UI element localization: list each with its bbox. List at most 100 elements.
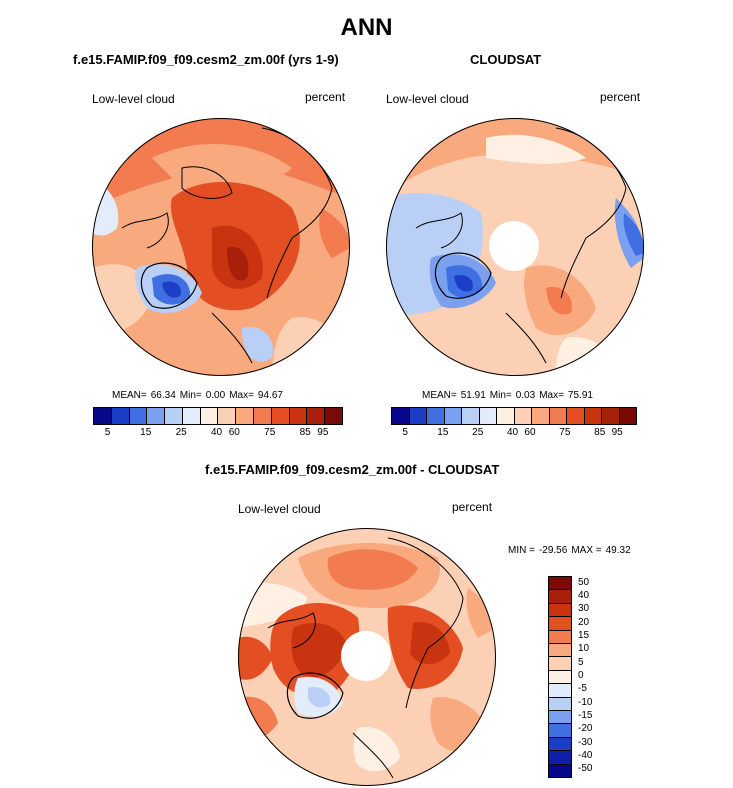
colorbar-swatch: [549, 630, 571, 645]
colorbar-swatch: [549, 711, 571, 725]
colorbar-swatch: [549, 670, 571, 685]
colorbar-tick-label: 85: [299, 427, 311, 438]
colorbar-tick-label: 5: [402, 427, 408, 438]
panel-obs-min: 0.03: [515, 390, 536, 401]
colorbar-swatch: [182, 408, 201, 424]
colorbar-swatch: [409, 408, 427, 424]
colorbar-tick-label: -5: [578, 683, 587, 695]
colorbar-swatch: [325, 408, 342, 424]
colorbar-swatch: [549, 577, 571, 591]
panel-model-field: [92, 118, 350, 376]
panel-model-mean: 66.34: [150, 390, 176, 401]
colorbar-tick-label: 25: [472, 427, 484, 438]
colorbar-swatch: [549, 657, 571, 671]
panel-model-max: 94.67: [257, 390, 283, 401]
colorbar-swatch: [444, 408, 462, 424]
panel-diff-max-label: MAX =: [571, 545, 602, 556]
panel-diff-map: [238, 528, 496, 786]
colorbar-tick-label: 95: [611, 427, 623, 438]
panel-obs-field: [386, 118, 644, 376]
colorbar-swatch: [307, 408, 326, 424]
colorbar-swatch: [497, 408, 515, 424]
colorbar-swatch: [254, 408, 272, 424]
colorbar-swatch: [549, 697, 571, 712]
colorbar-tick-label: 15: [578, 630, 590, 641]
colorbar-swatch: [549, 590, 571, 604]
colorbar-tick-label: -20: [578, 723, 593, 735]
colorbar-tick-label: 20: [578, 616, 590, 628]
colorbar-swatch: [200, 408, 219, 424]
colorbar-tick-label: 25: [175, 427, 187, 438]
colorbar-tick-label: 75: [559, 427, 571, 438]
panel-diff-colorbar: [548, 576, 572, 778]
colorbar-swatch: [532, 408, 550, 424]
colorbar-swatch: [462, 408, 480, 424]
colorbar-tick-label: 60: [524, 427, 536, 438]
colorbar-swatch: [549, 724, 571, 738]
colorbar-swatch: [549, 751, 571, 765]
colorbar-tick-label: 85: [594, 427, 606, 438]
colorbar-tick-label: 30: [578, 603, 590, 615]
colorbar-swatch: [94, 408, 112, 424]
colorbar-tick-label: 60: [228, 427, 240, 438]
colorbar-swatch: [392, 408, 410, 424]
colorbar-tick-label: 40: [211, 427, 223, 438]
colorbar-swatch: [271, 408, 290, 424]
panel-obs-max: 75.91: [567, 390, 593, 401]
figure-title: ANN: [340, 14, 393, 41]
panel-diff-units: percent: [452, 500, 493, 514]
colorbar-tick-label: 0: [578, 670, 584, 681]
colorbar-swatch: [549, 764, 571, 778]
colorbar-swatch: [218, 408, 237, 424]
colorbar-tick-label: -40: [578, 750, 593, 761]
panel-diff-min: -29.56: [538, 545, 568, 556]
colorbar-tick-label: 40: [578, 590, 590, 601]
colorbar-tick-label: -10: [578, 696, 593, 708]
colorbar-swatch: [549, 617, 571, 631]
colorbar-tick-label: 50: [578, 576, 590, 588]
panel-model-max-label: Max=: [229, 390, 254, 401]
colorbar-tick-label: -30: [578, 736, 593, 748]
panel-obs-stats: MEAN= 51.91 Min= 0.03 Max= 75.91: [422, 390, 593, 401]
colorbar-swatch: [549, 684, 571, 698]
colorbar-tick-label: -15: [578, 710, 593, 721]
panel-model-stats: MEAN= 66.34 Min= 0.00 Max= 94.67: [112, 390, 283, 401]
colorbar-tick-label: 95: [317, 427, 329, 438]
colorbar-swatch: [427, 408, 445, 424]
colorbar-swatch: [111, 408, 130, 424]
panel-obs-min-label: Min=: [489, 390, 512, 401]
panel-diff-min-label: MIN =: [508, 545, 535, 556]
colorbar-swatch: [567, 408, 585, 424]
colorbar-tick-label: 15: [437, 427, 449, 438]
colorbar-swatch: [165, 408, 183, 424]
panel-diff-left-label: Low-level cloud: [238, 502, 321, 516]
panel-obs-title: CLOUDSAT: [470, 52, 542, 67]
panel-model-colorbar: [93, 407, 343, 425]
panel-model-units: percent: [305, 90, 346, 104]
panel-model-map: [92, 118, 350, 376]
colorbar-swatch: [236, 408, 255, 424]
colorbar-swatch: [584, 408, 602, 424]
panel-obs-units: percent: [600, 90, 641, 104]
panel-model-mean-label: MEAN=: [112, 390, 147, 401]
colorbar-swatch: [129, 408, 148, 424]
panel-obs-mean: 51.91: [460, 390, 486, 401]
colorbar-swatch: [619, 408, 636, 424]
panel-obs-left-label: Low-level cloud: [386, 92, 469, 106]
panel-diff-title: f.e15.FAMIP.f09_f09.cesm2_zm.00f - CLOUD…: [205, 462, 500, 477]
colorbar-swatch: [147, 408, 166, 424]
colorbar-swatch: [549, 737, 571, 752]
panel-obs-colorbar: [391, 407, 637, 425]
colorbar-swatch: [514, 408, 532, 424]
panel-model-title: f.e15.FAMIP.f09_f09.cesm2_zm.00f (yrs 1-…: [73, 52, 339, 67]
colorbar-tick-label: 5: [104, 427, 111, 438]
colorbar-tick-label: 10: [578, 643, 590, 655]
colorbar-tick-label: 15: [140, 427, 152, 438]
colorbar-tick-label: -50: [578, 763, 593, 775]
colorbar-swatch: [289, 408, 308, 424]
colorbar-swatch: [549, 644, 571, 658]
panel-diff-minmax: MIN = -29.56 MAX = 49.32: [508, 545, 631, 556]
panel-model-min: 0.00: [205, 390, 226, 401]
panel-diff-field: [238, 528, 496, 786]
colorbar-tick-label: 40: [507, 427, 519, 438]
